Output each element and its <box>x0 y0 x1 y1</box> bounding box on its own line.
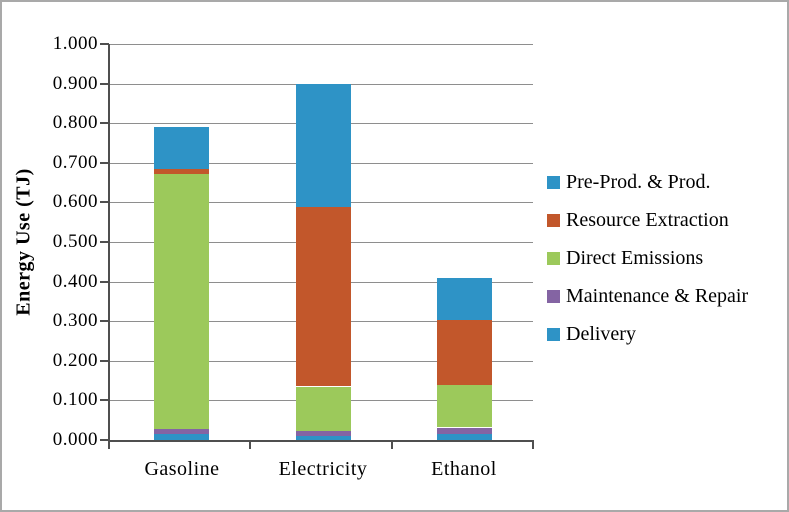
bar-gasoline-delivery <box>154 434 209 440</box>
bar-ethanol-direct-emissions <box>437 385 492 427</box>
x-category-label-gasoline: Gasoline <box>144 458 220 480</box>
y-tick-label: 1.000 <box>52 33 98 54</box>
y-axis-tickmark <box>100 320 109 322</box>
x-category-label-electricity: Electricity <box>278 458 368 480</box>
y-tick-label: 0.800 <box>52 112 98 133</box>
y-tick-label: 0.000 <box>52 429 98 450</box>
bar-electricity-direct-emissions <box>296 387 351 431</box>
bar-gasoline-resource-extraction <box>154 169 209 174</box>
y-tick-label: 0.700 <box>52 152 98 173</box>
x-axis-tickmark <box>391 440 393 449</box>
y-tick-label: 0.300 <box>52 310 98 331</box>
legend-swatch-direct-emissions <box>547 252 560 265</box>
bar-ethanol-pre-prod-prod <box>437 278 492 320</box>
legend-swatch-pre-prod-prod <box>547 176 560 189</box>
bar-electricity-resource-extraction <box>296 206 351 386</box>
legend-label-maintenance-repair: Maintenance & Repair <box>566 285 749 307</box>
y-tick-label: 0.200 <box>52 350 98 371</box>
legend-label-direct-emissions: Direct Emissions <box>566 247 704 269</box>
y-axis-tickmark <box>100 399 109 401</box>
y-axis-tickmark <box>100 201 109 203</box>
legend-label-delivery: Delivery <box>566 323 636 345</box>
y-axis-tickmark <box>100 122 109 124</box>
legend-item-direct-emissions: Direct Emissions <box>547 247 748 270</box>
y-axis-tickmark <box>100 241 109 243</box>
y-axis-tickmark <box>100 439 109 441</box>
y-axis-line <box>108 44 110 442</box>
y-tick-label: 0.900 <box>52 73 98 94</box>
bar-gasoline-maintenance-repair <box>154 429 209 434</box>
legend-label-resource-extraction: Resource Extraction <box>566 209 729 231</box>
legend: Pre-Prod. & Prod. Resource Extraction Dire… <box>547 171 748 361</box>
bar-gasoline-direct-emissions <box>154 174 209 429</box>
legend-item-delivery: Delivery <box>547 323 748 346</box>
bar-electricity-pre-prod-prod <box>296 84 351 207</box>
x-category-label-ethanol: Ethanol <box>431 458 497 480</box>
y-axis-tickmark <box>100 281 109 283</box>
bar-electricity-maintenance-repair <box>296 431 351 436</box>
bar-gasoline-pre-prod-prod <box>154 127 209 169</box>
legend-swatch-resource-extraction <box>547 214 560 227</box>
x-axis-tickmark <box>108 440 110 449</box>
y-tick-label: 0.500 <box>52 231 98 252</box>
y-tick-label: 0.100 <box>52 389 98 410</box>
bar-ethanol-delivery <box>437 434 492 440</box>
legend-item-resource-extraction: Resource Extraction <box>547 209 748 232</box>
bar-ethanol-maintenance-repair <box>437 428 492 434</box>
x-axis-tickmark <box>532 440 534 449</box>
legend-swatch-maintenance-repair <box>547 290 560 303</box>
y-axis-tickmark <box>100 43 109 45</box>
gridline <box>109 44 533 45</box>
y-axis-tickmark <box>100 162 109 164</box>
legend-label-pre-prod-prod: Pre-Prod. & Prod. <box>566 171 711 193</box>
y-axis-tickmark <box>100 360 109 362</box>
legend-item-maintenance-repair: Maintenance & Repair <box>547 285 748 308</box>
bar-ethanol-resource-extraction <box>437 320 492 385</box>
legend-swatch-delivery <box>547 328 560 341</box>
y-axis-tickmark <box>100 83 109 85</box>
bar-electricity-delivery <box>296 436 351 440</box>
y-tick-label: 0.600 <box>52 191 98 212</box>
x-axis-tickmark <box>249 440 251 449</box>
y-tick-label: 0.400 <box>52 271 98 292</box>
legend-item-pre-prod-prod: Pre-Prod. & Prod. <box>547 171 748 194</box>
x-axis-line <box>109 440 534 442</box>
